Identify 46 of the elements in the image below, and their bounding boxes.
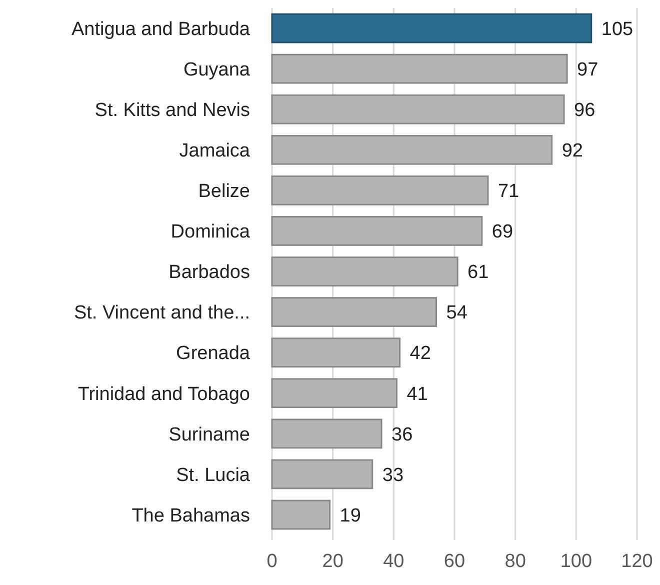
data-label: 41 bbox=[406, 384, 428, 405]
y-tick-label: Antigua and Barbuda bbox=[71, 18, 250, 40]
y-tick-label: Dominica bbox=[170, 222, 250, 243]
data-label: 61 bbox=[468, 262, 489, 284]
x-tick-label: 60 bbox=[444, 551, 466, 572]
y-tick-label: The Bahamas bbox=[132, 505, 250, 526]
y-tick-label: Belize bbox=[198, 181, 250, 202]
bar bbox=[271, 500, 331, 530]
data-label: 92 bbox=[562, 140, 583, 162]
data-label: 97 bbox=[577, 59, 598, 80]
data-label: 69 bbox=[492, 222, 514, 243]
y-tick-label: Grenada bbox=[176, 343, 250, 364]
bar bbox=[271, 459, 374, 490]
bar bbox=[271, 216, 483, 246]
data-label: 71 bbox=[498, 181, 520, 202]
y-tick-label: Barbados bbox=[168, 262, 250, 284]
y-tick-label: St. Lucia bbox=[176, 464, 250, 486]
bar bbox=[271, 378, 398, 408]
bar bbox=[271, 175, 489, 206]
bar bbox=[271, 13, 592, 44]
y-tick-label: Guyana bbox=[183, 59, 250, 80]
y-tick-label: Jamaica bbox=[179, 140, 250, 162]
y-tick-label: Trinidad and Tobago bbox=[78, 384, 250, 405]
data-label: 36 bbox=[392, 424, 413, 446]
bar bbox=[271, 256, 458, 286]
data-label: 33 bbox=[382, 464, 404, 486]
x-tick-label: 20 bbox=[322, 551, 344, 572]
bar bbox=[271, 134, 553, 165]
bar bbox=[271, 94, 565, 124]
y-tick-label: Suriname bbox=[168, 424, 250, 446]
y-tick-label: St. Kitts and Nevis bbox=[94, 100, 250, 121]
data-label: 105 bbox=[601, 18, 634, 40]
x-tick-label: 120 bbox=[621, 551, 653, 572]
bar bbox=[271, 54, 568, 84]
data-label: 96 bbox=[574, 100, 596, 121]
x-tick-label: 80 bbox=[504, 551, 526, 572]
data-label: 19 bbox=[340, 505, 361, 526]
x-tick-label: 100 bbox=[560, 551, 592, 572]
x-tick-label: 40 bbox=[383, 551, 404, 572]
data-label: 54 bbox=[446, 302, 468, 324]
bar bbox=[271, 338, 400, 368]
bar bbox=[271, 297, 437, 327]
data-label: 42 bbox=[410, 343, 431, 364]
y-tick-label: St. Vincent and the... bbox=[74, 302, 250, 324]
x-tick-label: 0 bbox=[266, 551, 278, 572]
bar bbox=[271, 418, 382, 449]
